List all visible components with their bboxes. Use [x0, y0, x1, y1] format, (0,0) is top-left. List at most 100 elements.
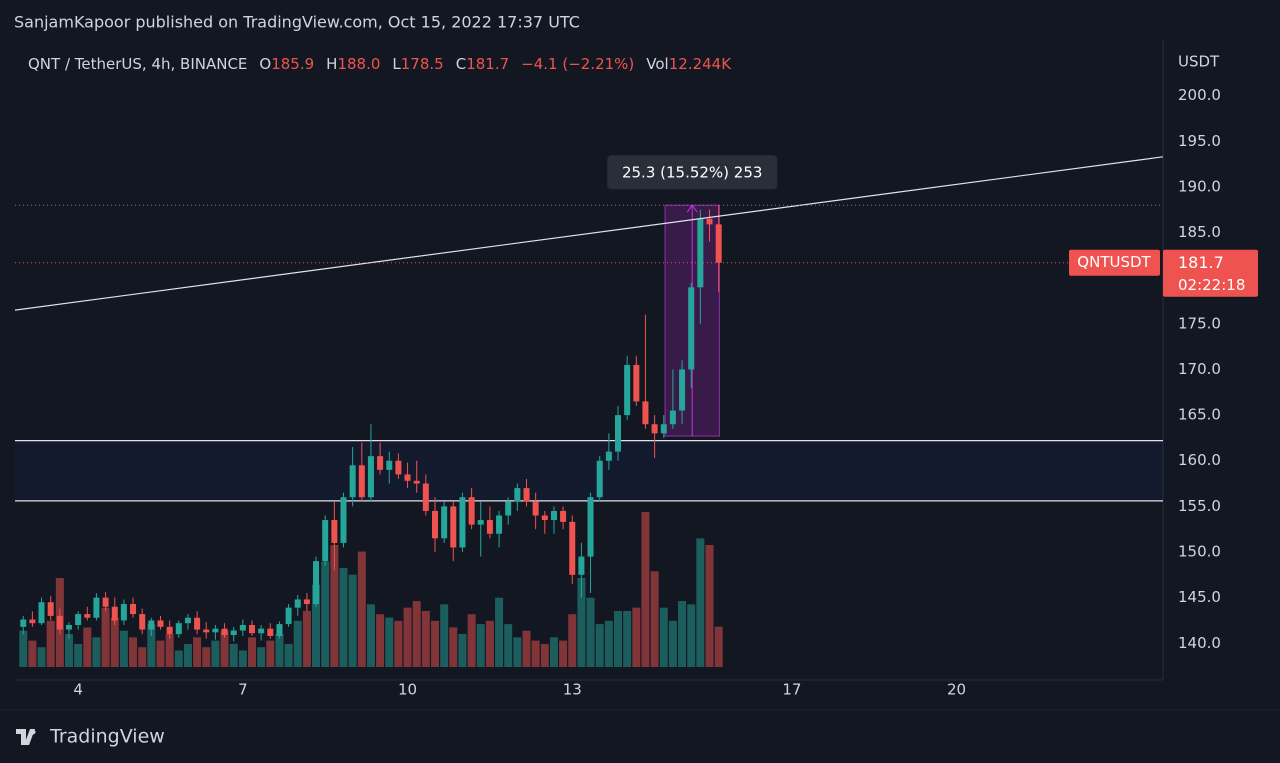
candle-body: [550, 510, 557, 521]
x-tick-label: 10: [398, 681, 417, 699]
volume-bar: [83, 627, 92, 667]
candle-body: [679, 369, 686, 411]
volume-bar: [385, 617, 394, 667]
candle-body: [633, 364, 640, 402]
candle-body: [514, 488, 521, 502]
volume-bar: [257, 647, 266, 667]
axis-unit: USDT: [1178, 53, 1220, 71]
volume-bar: [485, 620, 494, 667]
candle-body: [377, 456, 384, 470]
candle-body: [651, 424, 658, 434]
volume-bar: [275, 634, 284, 667]
legend-key: H: [326, 55, 337, 73]
candle-body: [102, 597, 109, 607]
volume-bar: [348, 574, 357, 667]
volume-bar: [467, 614, 476, 667]
candle-body: [322, 520, 329, 562]
volume-bar: [129, 637, 138, 667]
candle-body: [688, 287, 695, 370]
candle-body: [367, 456, 374, 498]
volume-bar: [229, 643, 238, 667]
candle-body: [148, 620, 155, 630]
candle-body: [65, 625, 72, 630]
candle-body: [496, 515, 503, 534]
volume-bar: [376, 614, 385, 667]
volume-bar: [174, 650, 183, 667]
candle-body: [56, 615, 63, 630]
volume-bar: [110, 617, 119, 667]
volume-bar: [650, 571, 659, 667]
legend-value: 178.5: [401, 55, 444, 73]
candle-body: [532, 501, 539, 516]
trendline: [15, 156, 1163, 311]
volume-bar: [321, 561, 330, 667]
price-box: [1163, 249, 1258, 297]
candle-body: [239, 625, 246, 631]
volume-bar: [431, 620, 439, 667]
volume-bar: [531, 640, 540, 667]
volume-bar: [74, 643, 83, 667]
volume-bar: [513, 637, 522, 667]
measure-label-box: [607, 155, 778, 190]
candle-body: [523, 488, 530, 502]
candle-body: [331, 520, 338, 543]
candle-body: [29, 619, 36, 624]
volume-bar: [293, 620, 302, 667]
y-tick-label: 195.0: [1178, 132, 1221, 150]
candle-body: [395, 460, 402, 475]
candle-body: [669, 410, 676, 425]
candle-body: [203, 629, 210, 633]
volume-bar: [193, 637, 202, 667]
x-tick-label: 7: [238, 681, 248, 699]
candle-body: [313, 561, 320, 605]
symbol-box: [1069, 249, 1160, 276]
legend: QNT / TetherUS, 4h, BINANCE O185.9 H188.0 L…: [28, 55, 732, 73]
candle-body: [578, 556, 585, 575]
candle-body: [605, 451, 612, 461]
candle-body: [587, 497, 594, 557]
candle-body: [697, 218, 704, 288]
legend-value: 188.0: [337, 55, 380, 73]
candle-body: [660, 424, 667, 434]
volume-bar: [330, 544, 339, 667]
volume-bar: [705, 544, 714, 667]
volume-bar: [266, 640, 275, 667]
legend-value: 12.244K: [669, 55, 732, 73]
volume-bar: [220, 630, 229, 667]
y-tick-label: 160.0: [1178, 451, 1221, 469]
volume-bar: [412, 601, 421, 667]
volume-bar: [613, 610, 622, 667]
x-tick-label: 13: [563, 681, 582, 699]
volume-bar: [202, 647, 211, 667]
candle-body: [276, 624, 283, 636]
candle-body: [468, 497, 475, 525]
volume-bar: [248, 637, 257, 667]
volume-bar: [183, 643, 192, 667]
volume-bar: [604, 620, 613, 667]
candle-body: [249, 625, 256, 634]
candle-body: [84, 614, 91, 618]
volume-bar: [211, 640, 220, 667]
candle-body: [706, 218, 713, 225]
volume-bar: [668, 620, 677, 667]
candle-body: [477, 520, 484, 525]
volume-bar: [549, 637, 558, 667]
candle-body: [569, 521, 576, 575]
legend-value: 185.9: [271, 55, 314, 73]
candle-body: [432, 510, 438, 539]
volume-bar: [623, 610, 632, 667]
volume-bar: [641, 512, 650, 667]
volume-bar: [37, 647, 46, 667]
candle-body: [230, 630, 237, 636]
volume-bar: [302, 610, 311, 667]
volume-bar: [339, 568, 348, 667]
legend-value: −4.1 (−2.21%): [521, 55, 634, 73]
candle-body: [541, 515, 548, 521]
volume-bar: [64, 634, 73, 667]
candle-body: [139, 614, 146, 630]
candle-body: [413, 480, 420, 484]
y-tick-label: 200.0: [1178, 86, 1221, 104]
volume-bar: [714, 626, 723, 667]
volume-bar: [403, 607, 412, 667]
brand: TradingView: [49, 726, 165, 748]
